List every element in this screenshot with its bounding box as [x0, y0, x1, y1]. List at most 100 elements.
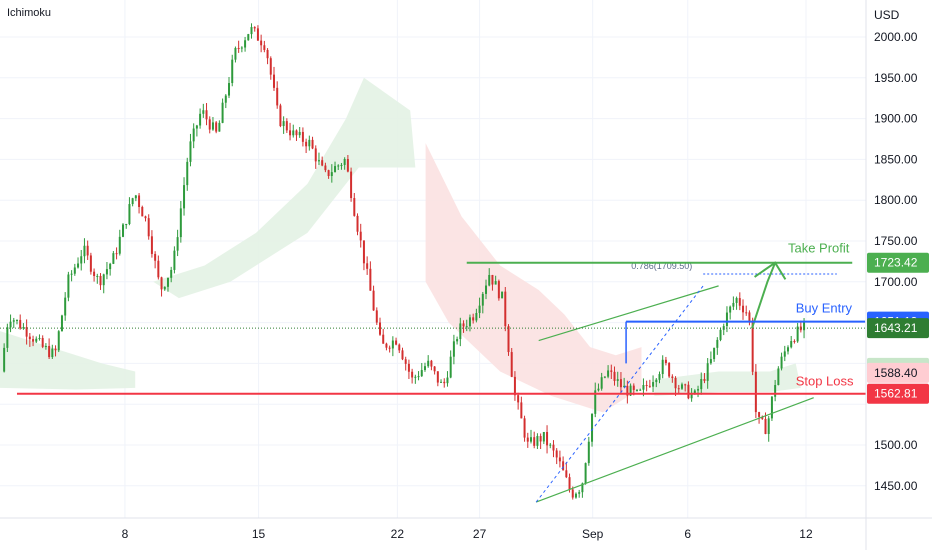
candle-body [488, 274, 491, 286]
x-tick-label: 15 [252, 527, 266, 541]
candle-body [446, 377, 449, 384]
candle-body [70, 273, 73, 275]
candle-body [610, 370, 613, 372]
x-tick-label: 27 [473, 527, 487, 541]
candle-body [60, 315, 63, 332]
candle-body [138, 195, 141, 207]
candle-body [22, 327, 25, 329]
candle-body [154, 253, 157, 261]
stop-loss-label: Stop Loss [796, 374, 854, 389]
candle-body [289, 130, 292, 136]
candle-body [462, 323, 465, 327]
candle-body [125, 224, 128, 226]
candle-body [247, 34, 250, 41]
candle-body [578, 492, 581, 494]
candle-body [327, 170, 330, 177]
candle-body [330, 172, 333, 177]
candle-body [401, 350, 404, 360]
candle-body [581, 483, 584, 493]
candle-body [668, 363, 671, 377]
y-tick-label: 1800.00 [874, 193, 918, 207]
candle-body [144, 216, 147, 219]
candle-body [645, 385, 648, 387]
candle-body [266, 49, 269, 59]
candle-body [83, 245, 86, 257]
y-tick-label: 1750.00 [874, 234, 918, 248]
candle-body [38, 338, 41, 340]
candle-body [305, 141, 308, 147]
y-tick-label: 1850.00 [874, 152, 918, 166]
candle-body [485, 285, 488, 294]
candle-body [687, 384, 690, 399]
candle-body [105, 269, 108, 275]
target-arrow [751, 262, 777, 329]
candle-body [639, 389, 642, 391]
candle-body [680, 384, 683, 389]
candle-body [224, 95, 227, 103]
candle-body [591, 413, 594, 442]
candle-body [420, 370, 423, 377]
candle-body [250, 27, 253, 35]
ichimoku-cloud-bullish [654, 363, 801, 397]
candle-body [253, 27, 256, 29]
candle-body [240, 47, 243, 49]
candle-body [150, 236, 153, 254]
cloud-lower-tag-bg [867, 362, 929, 383]
candle-body [783, 351, 786, 357]
candle-body [372, 290, 375, 311]
candle-body [176, 237, 179, 251]
candle-body [234, 47, 237, 60]
candle-body [25, 327, 28, 337]
current-price-tag-bg [867, 318, 929, 339]
candle-body [343, 159, 346, 165]
candle-body [292, 130, 295, 136]
candle-body [385, 343, 388, 348]
candle-body [636, 389, 639, 391]
candle-body [465, 326, 468, 328]
candle-body [456, 339, 459, 342]
candle-body [507, 326, 510, 353]
stop-loss-tag: 1562.81 [874, 387, 918, 401]
candle-body [568, 477, 571, 490]
candle-body [244, 40, 247, 48]
candle-body [73, 267, 76, 274]
candle-body [764, 418, 767, 434]
candle-body [652, 382, 655, 387]
candle-body [697, 389, 700, 391]
candle-body [86, 245, 89, 256]
candle-body [128, 204, 131, 225]
candle-body [237, 47, 240, 49]
candle-body [729, 306, 732, 313]
candle-body [790, 341, 793, 348]
candle-body [780, 356, 783, 369]
candle-body [404, 359, 407, 364]
candle-body [468, 317, 471, 327]
candle-body [337, 165, 340, 167]
candle-body [745, 312, 748, 314]
candle-body [44, 345, 47, 347]
candle-body [571, 489, 574, 498]
candle-body [587, 441, 590, 464]
candle-body [346, 159, 349, 172]
candle-body [359, 231, 362, 241]
candle-body [411, 371, 414, 378]
candle-body [742, 305, 745, 313]
buy-entry-label: Buy Entry [796, 301, 853, 316]
candle-body [80, 256, 83, 264]
candle-body [594, 390, 597, 414]
candle-body [513, 376, 516, 396]
candle-body [417, 376, 420, 378]
candle-body [3, 347, 6, 372]
candle-body [674, 377, 677, 389]
candle-body [356, 215, 359, 232]
channel-upper-line [538, 285, 719, 342]
candle-body [279, 105, 282, 127]
candle-body [761, 416, 764, 419]
candle-body [658, 374, 661, 380]
candle-body [501, 291, 504, 299]
candle-body [276, 87, 279, 106]
candle-body [334, 166, 337, 173]
candle-body [423, 366, 426, 371]
